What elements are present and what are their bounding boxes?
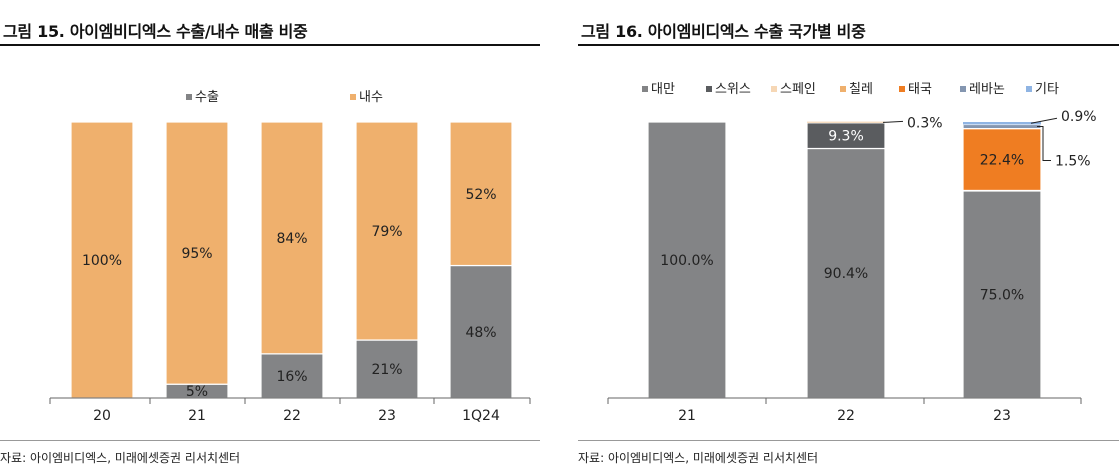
leader-line-레바논-23 bbox=[1037, 126, 1051, 162]
legend-label-대만: 대만 bbox=[651, 82, 675, 97]
x-tick-label-20: 20 bbox=[93, 408, 111, 424]
export-country-share-chart: 대만 스위스 스페인 칠레 태국 레바논 기타 100.0% 21 90.4% 9.3% 0.3% 22… bbox=[607, 82, 1097, 424]
bar-수출-22 bbox=[260, 353, 324, 399]
bar-레바논-23 bbox=[962, 123, 1042, 130]
figure-15-source-rule bbox=[0, 440, 540, 441]
data-label-기타-23: 0.9% bbox=[1061, 109, 1097, 125]
data-label-대만-22: 90.4% bbox=[824, 266, 868, 282]
legend-swatch-기타 bbox=[1026, 86, 1032, 92]
data-label-내수-23: 79% bbox=[371, 224, 402, 240]
leader-line-기타-23 bbox=[1030, 117, 1058, 124]
data-label-내수-1Q24: 52% bbox=[465, 187, 496, 203]
data-label-레바논-23: 1.5% bbox=[1055, 154, 1091, 170]
bar-내수-1Q24 bbox=[449, 121, 513, 267]
figure-15-source: 자료: 아이엠비디엑스, 미래에셋증권 리서치센터 bbox=[0, 451, 241, 465]
data-label-대만-21: 100.0% bbox=[660, 253, 713, 269]
legend-swatch-태국 bbox=[899, 86, 905, 92]
legend-label-수출: 수출 bbox=[195, 90, 219, 105]
legend-label-스위스: 스위스 bbox=[715, 82, 751, 97]
figure-16-source: 자료: 아이엠비디엑스, 미래에셋증권 리서치센터 bbox=[578, 451, 819, 465]
data-label-수출-23: 21% bbox=[371, 362, 402, 378]
legend-label-레바논: 레바논 bbox=[969, 82, 1005, 97]
x-tick-label-22: 22 bbox=[837, 408, 855, 424]
x-tick-label-21: 21 bbox=[678, 408, 696, 424]
legend-label-기타: 기타 bbox=[1035, 82, 1059, 97]
legend-swatch-스위스 bbox=[706, 86, 712, 92]
data-label-스페인-22: 0.3% bbox=[907, 115, 943, 131]
bar-대만-23 bbox=[962, 190, 1042, 399]
bar-태국-23 bbox=[962, 128, 1042, 192]
data-label-수출-1Q24: 48% bbox=[465, 325, 496, 341]
data-label-내수-20: 100% bbox=[82, 253, 122, 269]
leader-line-스페인-22 bbox=[882, 120, 904, 123]
bar-스위스-22 bbox=[806, 122, 886, 150]
bar-기타-23 bbox=[963, 122, 1041, 125]
legend-swatch-스페인 bbox=[771, 86, 777, 92]
bar-내수-22 bbox=[260, 121, 324, 355]
x-tick-label-22: 22 bbox=[283, 408, 301, 424]
legend-swatch-칠레 bbox=[840, 86, 846, 92]
data-label-대만-23: 75.0% bbox=[980, 288, 1024, 304]
x-tick-label-21: 21 bbox=[188, 408, 206, 424]
export-domestic-share-chart: 수출 내수 100% 20 5% 95% 21 16% 84% 22 21% 79% 23 48% 52% 1… bbox=[49, 90, 531, 424]
figure-16-title-rule bbox=[578, 44, 1119, 46]
bar-내수-20 bbox=[70, 121, 134, 399]
data-label-수출-22: 16% bbox=[276, 369, 307, 385]
data-label-스위스-22: 9.3% bbox=[828, 129, 864, 145]
legend-label-칠레: 칠레 bbox=[849, 82, 873, 97]
data-label-태국-23: 22.4% bbox=[980, 153, 1024, 169]
bar-내수-21 bbox=[165, 121, 229, 385]
figure-16-title: 그림 16. 아이엠비디엑스 수출 국가별 비중 bbox=[581, 22, 866, 41]
data-label-수출-21: 5% bbox=[186, 384, 208, 400]
bar-대만-21 bbox=[647, 121, 727, 399]
legend-label-내수: 내수 bbox=[359, 90, 383, 105]
legend-swatch-대만 bbox=[642, 86, 648, 92]
right-figure-panel: 그림 16. 아이엠비디엑스 수출 국가별 비중 대만 스위스 스페인 칠레 태국 레바논… bbox=[578, 0, 1119, 474]
x-tick-label-23: 23 bbox=[993, 408, 1011, 424]
bar-스페인-22 bbox=[807, 121, 885, 123]
legend-swatch-수출 bbox=[186, 94, 192, 100]
x-tick-label-1Q24: 1Q24 bbox=[462, 408, 500, 424]
legend-label-스페인: 스페인 bbox=[780, 82, 816, 97]
bar-대만-22 bbox=[806, 147, 886, 399]
legend-swatch-레바논 bbox=[960, 86, 966, 92]
legend-label-태국: 태국 bbox=[908, 82, 932, 97]
figure-15-title-rule bbox=[0, 44, 540, 46]
bar-내수-23 bbox=[355, 121, 419, 341]
data-label-내수-21: 95% bbox=[181, 246, 212, 262]
data-label-내수-22: 84% bbox=[276, 231, 307, 247]
bar-수출-23 bbox=[355, 339, 419, 399]
figure-16-source-rule bbox=[578, 440, 1119, 441]
legend-swatch-내수 bbox=[350, 94, 356, 100]
x-tick-label-23: 23 bbox=[378, 408, 396, 424]
figure-15-title: 그림 15. 아이엠비디엑스 수출/내수 매출 비중 bbox=[3, 22, 308, 41]
left-figure-panel: 그림 15. 아이엠비디엑스 수출/내수 매출 비중 수출 내수 100% 20 5% 9… bbox=[0, 0, 540, 474]
